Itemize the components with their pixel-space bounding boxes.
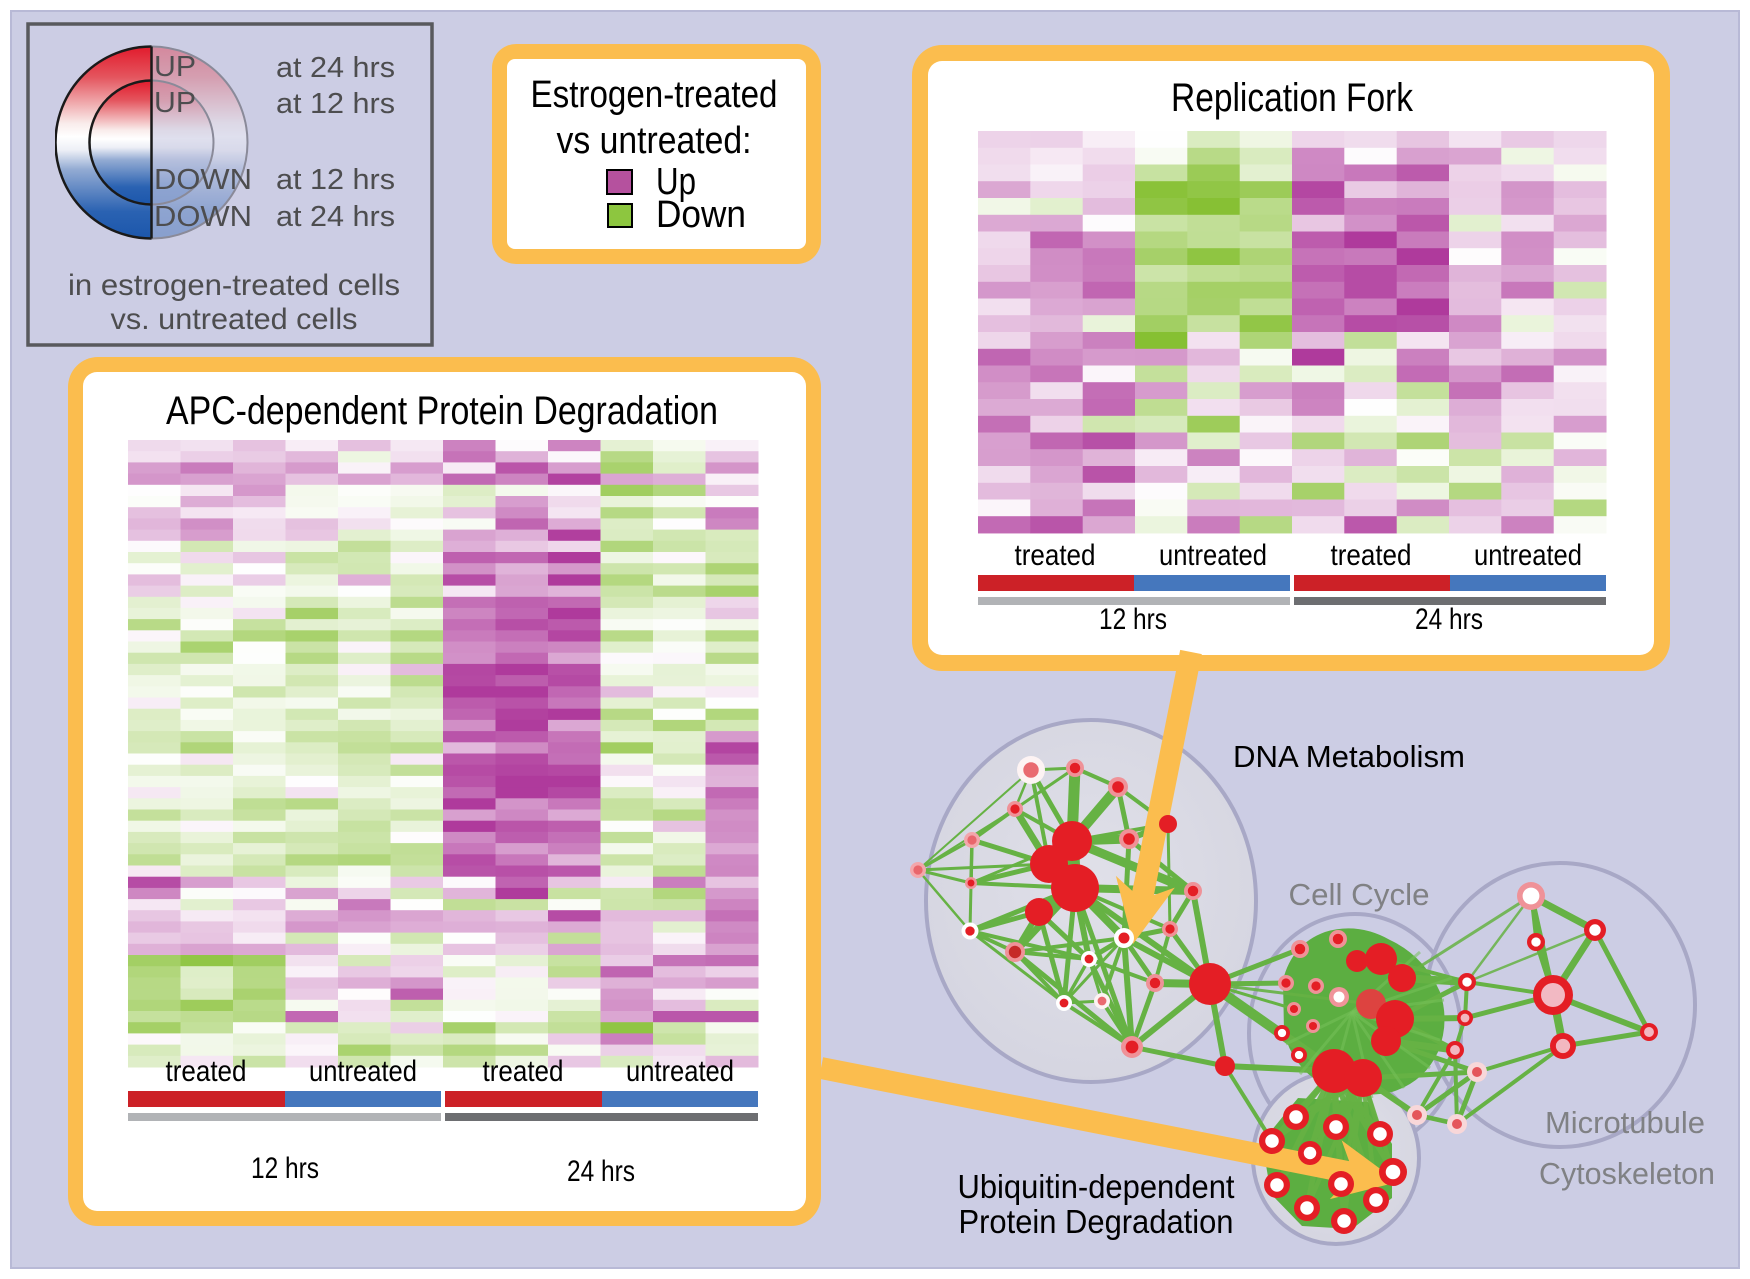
svg-text:in estrogen-treated cells: in estrogen-treated cells (68, 269, 400, 302)
svg-text:DOWN: DOWN (154, 201, 252, 233)
svg-text:Cytoskeleton: Cytoskeleton (1539, 1156, 1715, 1191)
svg-text:Microtubule: Microtubule (1545, 1105, 1705, 1140)
svg-text:APC-dependent Protein Degradat: APC-dependent Protein Degradation (166, 389, 718, 433)
svg-text:12 hrs: 12 hrs (1099, 603, 1167, 636)
svg-text:at 24 hrs: at 24 hrs (276, 201, 395, 233)
svg-text:at 12 hrs: at 12 hrs (276, 88, 395, 120)
svg-text:untreated: untreated (1159, 539, 1267, 572)
svg-text:untreated: untreated (309, 1055, 417, 1088)
svg-text:untreated: untreated (626, 1055, 734, 1088)
svg-text:24 hrs: 24 hrs (1415, 603, 1483, 636)
svg-text:treated: treated (1331, 539, 1412, 572)
svg-text:Replication Fork: Replication Fork (1171, 76, 1414, 120)
svg-text:UP: UP (154, 51, 196, 83)
svg-text:at 12 hrs: at 12 hrs (276, 164, 395, 196)
svg-text:Down: Down (656, 194, 746, 236)
svg-text:treated: treated (1015, 539, 1096, 572)
svg-text:untreated: untreated (1474, 539, 1582, 572)
svg-text:Estrogen-treated: Estrogen-treated (531, 74, 778, 116)
svg-text:Up: Up (656, 161, 696, 203)
svg-text:UP: UP (154, 87, 196, 119)
svg-text:treated: treated (166, 1055, 247, 1088)
svg-text:vs untreated:: vs untreated: (557, 120, 752, 162)
svg-text:treated: treated (483, 1055, 564, 1088)
svg-text:Cell Cycle: Cell Cycle (1289, 877, 1430, 912)
svg-text:vs. untreated cells: vs. untreated cells (111, 303, 358, 336)
svg-text:24 hrs: 24 hrs (567, 1155, 635, 1188)
svg-text:DNA Metabolism: DNA Metabolism (1233, 739, 1465, 774)
svg-text:Ubiquitin-dependent: Ubiquitin-dependent (958, 1168, 1235, 1205)
svg-text:DOWN: DOWN (154, 164, 252, 196)
svg-text:12 hrs: 12 hrs (251, 1152, 319, 1185)
svg-text:at 24 hrs: at 24 hrs (276, 52, 395, 84)
svg-text:Protein Degradation: Protein Degradation (959, 1203, 1234, 1240)
